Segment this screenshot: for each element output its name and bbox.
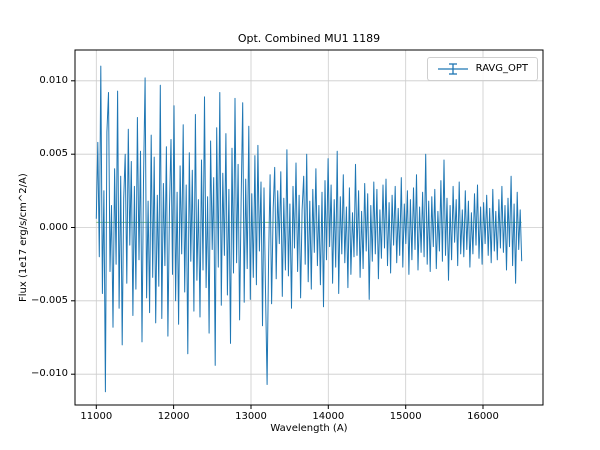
y-tick-label: 0.010 (39, 74, 68, 86)
x-tick-label: 14000 (312, 411, 345, 422)
y-tick-label: 0.000 (39, 221, 68, 233)
y-axis-label: Flux (1e17 erg/s/cm^2/A) (18, 173, 29, 302)
x-tick-label: 15000 (389, 411, 422, 422)
legend-label: RAVG_OPT (475, 63, 528, 74)
x-tick-label: 13000 (235, 411, 267, 422)
x-tick-label: 12000 (157, 411, 190, 422)
x-tick-label: 11000 (80, 411, 113, 422)
y-tick-label: 0.005 (39, 148, 68, 160)
x-tick-label: 16000 (467, 411, 499, 422)
errorbar-marker-icon (437, 63, 468, 75)
y-tick-label: −0.005 (30, 294, 68, 306)
y-tick-label: −0.010 (30, 368, 68, 380)
x-axis-label: Wavelength (A) (270, 423, 348, 434)
legend: RAVG_OPT (426, 57, 538, 81)
chart-title: Opt. Combined MU1 1189 (237, 32, 381, 45)
